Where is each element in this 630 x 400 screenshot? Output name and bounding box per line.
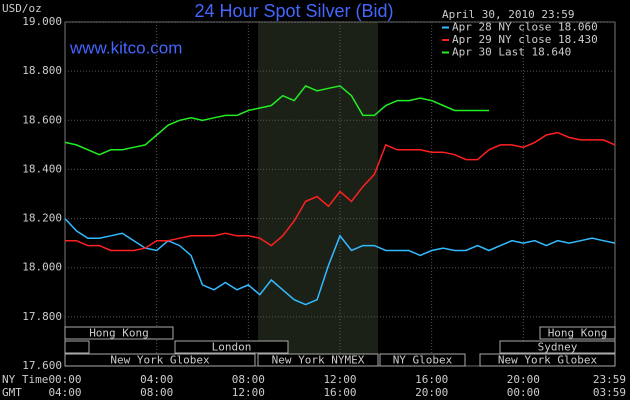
session-box — [64, 326, 174, 340]
session-box — [257, 353, 379, 367]
gmt-tick-label: 08:00 — [140, 386, 173, 399]
gmt-tick-label: 20:00 — [415, 386, 448, 399]
y-tick-label: 18.400 — [22, 162, 62, 175]
nymex-session-shade — [258, 22, 378, 366]
y-tick-label: 17.600 — [22, 359, 62, 372]
session-label: Hong Kong — [89, 327, 149, 340]
x-tick-label: 16:00 — [415, 373, 448, 386]
x-tick-label: 00:00 — [48, 373, 81, 386]
session-box — [479, 353, 616, 367]
series-line — [65, 131, 616, 252]
y-axis-label: USD/oz — [2, 2, 42, 15]
session-label: New York Globex — [110, 354, 210, 367]
session-box — [64, 353, 256, 367]
y-tick-label: 18.600 — [22, 113, 62, 126]
y-tick-label: 18.800 — [22, 64, 62, 77]
session-label: Sydney — [538, 341, 578, 354]
gmt-tick-label: 03:59 — [593, 386, 626, 399]
session-box — [174, 340, 289, 354]
x-tick-label: 12:00 — [323, 373, 356, 386]
gmt-tick-label: 04:00 — [48, 386, 81, 399]
session-label: London — [212, 341, 252, 354]
legend-label: Apr 29 NY close 18.430 — [452, 33, 598, 46]
legend-label: Apr 28 NY close 18.060 — [452, 21, 598, 34]
gmt-tick-label: 16:00 — [323, 386, 356, 399]
chart-title: 24 Hour Spot Silver (Bid) — [194, 1, 393, 21]
y-tick-label: 18.000 — [22, 261, 62, 274]
series-line — [64, 84, 489, 156]
source: www.kitco.com — [69, 38, 182, 57]
y-tick-label: 19.000 — [22, 15, 62, 28]
x-tick-label: 04:00 — [140, 373, 173, 386]
timestamp: April 30, 2010 23:59 — [442, 8, 574, 21]
x-tick-label: 08:00 — [232, 373, 265, 386]
series-line — [64, 218, 616, 306]
legend-label: Apr 30 Last 18.640 — [452, 46, 571, 59]
session-label: New York Globex — [498, 354, 598, 367]
gmt-tick-label: 12:00 — [232, 386, 265, 399]
x-row-label: GMT — [2, 386, 22, 399]
x-tick-label: 23:59 — [593, 373, 626, 386]
y-tick-label: 17.800 — [22, 310, 62, 323]
session-label: NY Globex — [393, 354, 453, 367]
session-box — [379, 353, 466, 367]
session-box — [499, 340, 616, 354]
session-box — [539, 326, 616, 340]
gmt-tick-label: 00:00 — [507, 386, 540, 399]
y-tick-label: 18.200 — [22, 212, 62, 225]
session-label: Hong Kong — [548, 327, 608, 340]
session-box — [64, 340, 90, 354]
x-tick-label: 20:00 — [507, 373, 540, 386]
session-label: New York NYMEX — [272, 354, 365, 367]
x-row-label: NY Time — [2, 373, 48, 386]
